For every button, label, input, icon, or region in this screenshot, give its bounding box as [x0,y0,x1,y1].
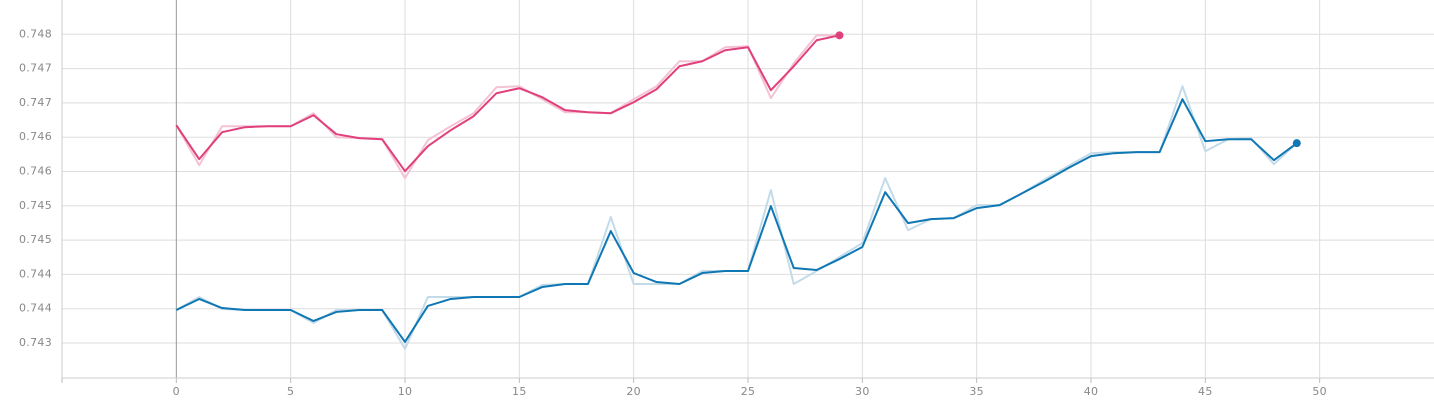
y-tick-label: 0.747 [19,62,52,75]
y-tick-label: 0.748 [19,27,52,40]
y-tick-label: 0.744 [19,302,52,315]
series-line [175,98,1298,343]
y-tick-label: 0.745 [19,199,52,212]
y-tick-label: 0.746 [19,130,52,143]
end-dot [1292,139,1301,148]
x-tick-label: 0 [173,385,180,398]
x-tick-label: 35 [969,385,984,398]
series-line [175,85,1298,350]
y-tick-label: 0.746 [19,165,52,178]
x-tick-label: 30 [855,385,870,398]
x-tick-label: 45 [1198,385,1213,398]
y-tick-label: 0.745 [19,233,52,246]
x-tick-label: 5 [287,385,294,398]
y-tick-label: 0.747 [19,96,52,109]
x-tick-label: 50 [1312,385,1327,398]
x-tick-label: 40 [1084,385,1099,398]
x-tick-label: 25 [741,385,756,398]
x-tick-label: 15 [512,385,527,398]
y-tick-label: 0.743 [19,336,52,349]
series-line [175,34,840,173]
y-tick-label: 0.744 [19,267,52,280]
series-line [175,34,840,180]
x-tick-label: 20 [626,385,641,398]
end-dot [835,31,844,40]
x-tick-label: 10 [398,385,413,398]
